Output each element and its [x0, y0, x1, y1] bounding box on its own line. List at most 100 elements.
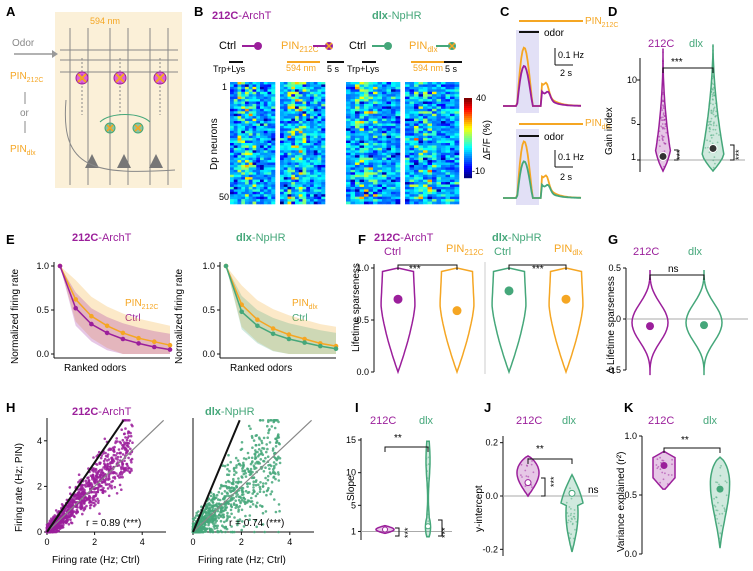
heatmap-cell [355, 145, 360, 149]
heatmap-cell [405, 140, 410, 144]
heatmap-cell [317, 116, 322, 119]
heatmap-cell [432, 116, 437, 119]
h-yticklabel: 2 [37, 481, 42, 491]
h-right-point [248, 482, 251, 485]
heatmap-cell [391, 130, 396, 134]
heatmap-cell [313, 145, 318, 149]
heatmap-cell [445, 157, 451, 161]
heatmap-cell [298, 160, 303, 163]
heatmap-cell [423, 118, 428, 122]
heatmap-cell [313, 162, 318, 166]
heatmap-cell [427, 174, 433, 178]
heatmap-cell [271, 113, 276, 117]
heatmap-cell [287, 96, 292, 100]
heatmap-cell [355, 108, 360, 112]
panel-a-schematic: 594 nm Odor PIN212C or PINdlx [10, 12, 182, 188]
heatmap-cell [280, 147, 285, 151]
heatmap-cell [373, 145, 378, 149]
heatmap-cell [368, 135, 374, 139]
heatmap-cell [317, 179, 322, 183]
h-left-point [104, 464, 107, 468]
heatmap-cell [283, 167, 288, 171]
heatmap-cell [423, 184, 428, 188]
heatmap-cell [271, 128, 276, 132]
heatmap-cell [321, 179, 326, 183]
d-violin-212c-point [661, 134, 663, 137]
heatmap-cell [386, 118, 392, 122]
h-r-left: r = 0.89 (***) [86, 518, 141, 529]
heatmap-cell [454, 191, 460, 195]
heatmap-cell [414, 152, 419, 156]
heatmap-cell [355, 150, 360, 154]
heatmap-cell [237, 123, 242, 127]
heatmap-cell [405, 147, 410, 151]
heatmap-cell [364, 152, 369, 156]
heatmap-cell [230, 111, 235, 115]
heatmap-cell [364, 160, 369, 163]
heatmap-cell [450, 189, 455, 193]
heatmap-cell [252, 155, 257, 158]
heatmap-cell [350, 133, 356, 136]
j-label-212c: 212C [516, 415, 542, 427]
heatmap-cell [280, 82, 285, 85]
heatmap-cell [287, 160, 292, 163]
heatmap-cell [302, 108, 307, 112]
heatmap-cell [241, 101, 246, 105]
heatmap-cell [414, 179, 419, 183]
e-right-point-ctrl [255, 323, 260, 329]
heatmap-cell [321, 94, 326, 97]
h-left-point [115, 492, 119, 495]
f-violins: 1.00.50.0 [356, 262, 584, 377]
heatmap-cell [454, 86, 460, 90]
j-violin-212c-point [527, 455, 529, 457]
heatmap-cell [409, 191, 415, 195]
heatmap-cell [364, 125, 369, 129]
heatmap-cell [427, 152, 433, 156]
h-left-point [118, 451, 122, 455]
heatmap-cell [233, 111, 238, 115]
j-violins: 0.20.0-0.2 [482, 436, 598, 556]
d-violin-dlx-point [712, 159, 715, 162]
heatmap-cell [230, 116, 235, 119]
heatmap-cell [454, 199, 460, 202]
heatmap-cell [373, 155, 378, 158]
heatmap-cell [377, 99, 383, 102]
heatmap-cell [248, 91, 253, 95]
heatmap-cell [364, 184, 369, 188]
h-left-point [102, 452, 105, 455]
heatmap-cell [414, 196, 419, 200]
heatmap-cell [445, 179, 451, 183]
heatmap-cell [382, 138, 387, 141]
h-right-point [263, 530, 267, 534]
heatmap-cell [346, 147, 351, 151]
heatmap-cell [252, 189, 257, 193]
heatmap-cell [386, 182, 392, 185]
heatmap-cell [391, 145, 396, 149]
heatmap-cell [436, 103, 442, 107]
heatmap-cell [241, 201, 246, 205]
heatmap-cell [359, 113, 365, 117]
h-right-point [262, 482, 265, 485]
heatmap-cell [441, 172, 446, 176]
h-right-point [252, 480, 255, 484]
heatmap-cell [364, 133, 369, 136]
heatmap-cell [395, 99, 401, 102]
heatmap-cell [450, 145, 455, 149]
heatmap-cell [414, 84, 419, 88]
heatmap-cell [233, 196, 238, 200]
heatmap-cell [386, 160, 392, 163]
h-right-point [215, 526, 219, 530]
heatmap-cell [350, 121, 356, 124]
heatmap-cell [414, 145, 419, 149]
h-right-point [212, 504, 216, 508]
heatmap-cell [317, 172, 322, 176]
heatmap-cell [414, 150, 419, 154]
heatmap-cell [409, 150, 415, 154]
d-violin-dlx-point [711, 95, 714, 98]
heatmap-cell [450, 157, 455, 161]
h-left-point [116, 455, 120, 459]
heatmap-cell [386, 91, 392, 95]
heatmap-cell [391, 186, 396, 190]
h-left-point [56, 511, 59, 514]
colorbar-step [464, 142, 472, 145]
